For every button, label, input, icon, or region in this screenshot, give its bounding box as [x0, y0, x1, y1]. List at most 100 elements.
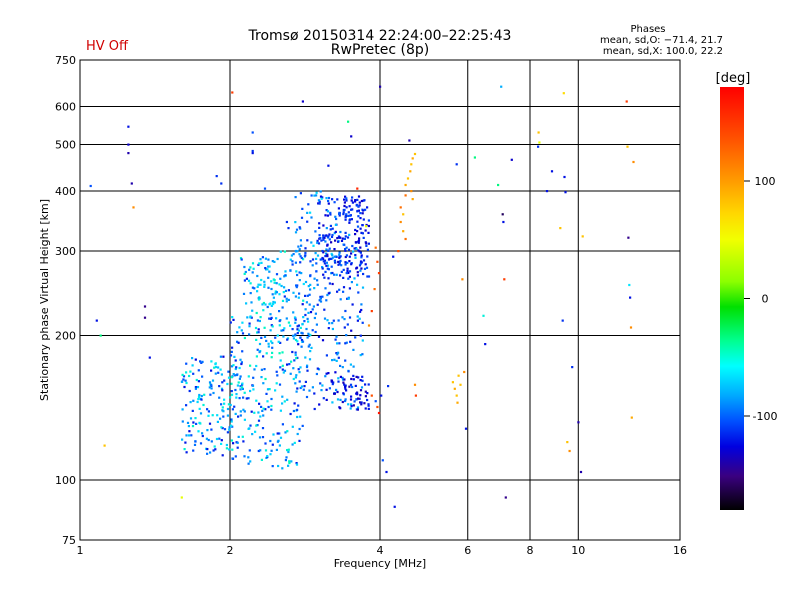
- echo-point: [326, 210, 330, 213]
- echo-point: [315, 262, 318, 265]
- x-tick-label: 6: [464, 544, 471, 557]
- echo-point: [239, 375, 242, 378]
- echo-point: [357, 195, 361, 198]
- echo-point: [289, 412, 292, 416]
- echo-point: [324, 214, 327, 217]
- echo-point: [288, 363, 291, 366]
- echo-point: [352, 404, 355, 407]
- echo-point: [463, 370, 466, 374]
- echo-point: [292, 367, 295, 370]
- echo-point: [290, 254, 293, 257]
- echo-point: [275, 273, 279, 276]
- echo-point: [351, 244, 354, 248]
- echo-point: [338, 236, 341, 239]
- echo-point: [266, 388, 270, 391]
- echo-point: [198, 407, 201, 410]
- echo-point: [309, 333, 312, 336]
- echo-point: [247, 397, 250, 400]
- echo-point: [252, 376, 255, 379]
- echo-point: [283, 286, 286, 289]
- echo-point: [293, 359, 296, 362]
- echo-point: [230, 420, 233, 423]
- echo-point: [243, 279, 246, 282]
- echo-point: [192, 421, 195, 424]
- echo-point: [279, 366, 282, 369]
- echo-point: [306, 317, 309, 320]
- y-tick-label: 500: [55, 139, 76, 152]
- echo-point: [272, 300, 275, 304]
- echo-point: [214, 372, 217, 375]
- echo-point: [279, 277, 282, 280]
- echo-point: [304, 356, 307, 359]
- echo-point: [185, 404, 188, 407]
- echo-point: [356, 283, 359, 286]
- echo-point: [197, 430, 200, 433]
- echo-point: [289, 372, 292, 375]
- echo-point: [355, 398, 358, 401]
- echo-point: [334, 261, 337, 264]
- echo-point: [326, 214, 329, 217]
- echo-point: [348, 287, 351, 290]
- echo-point: [319, 190, 322, 193]
- echo-point: [345, 341, 348, 344]
- echo-point: [230, 418, 233, 421]
- echo-point: [321, 267, 324, 270]
- echo-point: [291, 328, 294, 331]
- echo-point: [248, 268, 251, 271]
- echo-point: [328, 322, 331, 325]
- echo-point: [364, 390, 367, 393]
- echo-point: [311, 329, 314, 332]
- echo-point: [283, 400, 286, 403]
- echo-point: [537, 145, 540, 148]
- echo-point: [228, 426, 231, 429]
- echo-point: [337, 319, 340, 322]
- echo-point: [339, 375, 342, 378]
- echo-point: [185, 434, 188, 437]
- echo-point: [356, 187, 359, 190]
- echo-point: [350, 208, 353, 211]
- echo-point: [316, 239, 319, 242]
- echo-point: [264, 267, 267, 270]
- echo-point: [337, 377, 340, 380]
- echo-point: [294, 321, 297, 324]
- echo-point: [362, 218, 365, 221]
- echo-point: [579, 470, 583, 474]
- echo-point: [260, 336, 263, 339]
- echo-point: [294, 333, 297, 336]
- echo-point: [239, 388, 242, 391]
- echo-point: [285, 297, 288, 300]
- echo-point: [220, 182, 223, 185]
- echo-point: [211, 414, 214, 417]
- echo-point: [239, 257, 243, 260]
- echo-point: [361, 353, 364, 356]
- echo-point: [223, 398, 226, 401]
- echo-point: [413, 152, 417, 156]
- echo-point: [182, 375, 186, 378]
- echo-point: [339, 407, 342, 410]
- echo-point: [301, 100, 304, 103]
- echo-point: [229, 354, 233, 357]
- echo-point: [324, 375, 327, 378]
- echo-point: [334, 215, 337, 218]
- echo-point: [212, 449, 215, 452]
- echo-point: [234, 367, 237, 371]
- echo-point: [337, 240, 340, 243]
- echo-point: [357, 397, 360, 400]
- echo-point: [503, 278, 506, 281]
- echo-point: [275, 317, 278, 320]
- echo-point: [348, 205, 351, 208]
- echo-point: [274, 336, 277, 339]
- echo-point: [210, 428, 213, 431]
- echo-point: [335, 335, 338, 338]
- echo-point: [365, 244, 368, 247]
- echo-point: [344, 231, 347, 234]
- echo-point: [181, 420, 184, 423]
- echo-point: [330, 252, 333, 255]
- echo-point: [287, 450, 290, 454]
- echo-point: [317, 242, 321, 245]
- echo-point: [347, 403, 350, 406]
- echo-point: [269, 313, 272, 316]
- echo-point: [342, 290, 345, 293]
- echo-point: [358, 317, 361, 320]
- echo-point: [199, 412, 203, 415]
